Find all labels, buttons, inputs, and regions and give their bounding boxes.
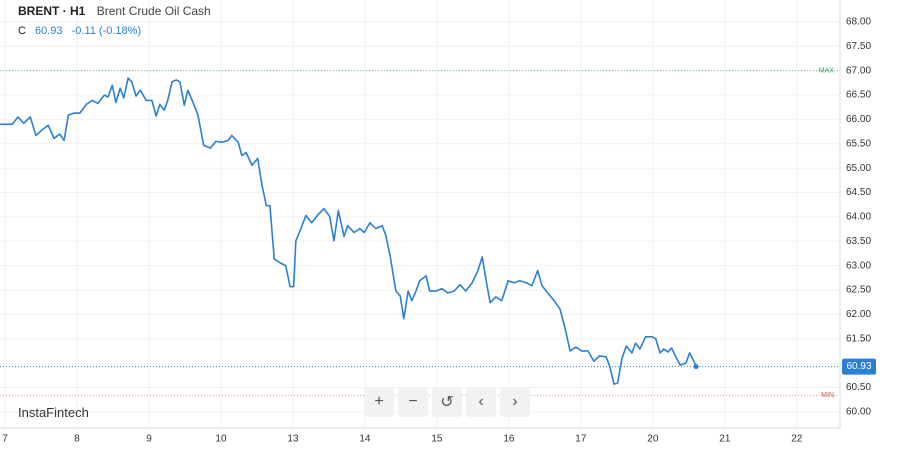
y-tick-label: 62.00 (846, 309, 871, 320)
close-value: 60.93 (35, 25, 63, 37)
quote-line: C 60.93 -0.11 (-0.18%) (18, 25, 141, 37)
y-tick-label: 67.00 (846, 65, 871, 76)
x-tick-label: 15 (431, 434, 443, 445)
x-tick-label: 17 (575, 434, 587, 445)
y-tick-label: 65.50 (846, 138, 871, 149)
toolbar: + − ↺ ‹ › (364, 387, 530, 417)
y-tick-label: 66.00 (846, 114, 871, 125)
x-tick-label: 14 (359, 434, 371, 445)
x-tick-label: 8 (74, 434, 80, 445)
y-tick-label: 66.50 (846, 90, 871, 101)
y-tick-label: 63.50 (846, 236, 871, 247)
y-tick-label: 64.00 (846, 212, 871, 223)
change: -0.11 (-0.18%) (71, 25, 142, 37)
reference-label: MAX (819, 68, 835, 75)
close-badge (842, 358, 876, 375)
close-prefix: C (18, 25, 26, 37)
y-tick-label: 65.00 (846, 163, 871, 174)
y-tick-label: 61.50 (846, 333, 871, 344)
price-line (0, 77, 697, 385)
zoom-out-button[interactable]: − (398, 387, 428, 417)
scroll-left-button[interactable]: ‹ (466, 387, 496, 417)
y-tick-label: 60.00 (846, 407, 871, 418)
y-tick-label: 67.50 (846, 41, 871, 52)
x-tick-label: 9 (146, 434, 152, 445)
header-line: BRENT · H1 Brent Crude Oil Cash (18, 4, 211, 18)
close-badge-label: 60.93 (846, 361, 871, 372)
symbol: BRENT · H1 (18, 4, 86, 18)
y-tick-label: 62.50 (846, 285, 871, 296)
scroll-right-button[interactable]: › (500, 387, 530, 417)
instrument-title: Brent Crude Oil Cash (96, 4, 211, 18)
zoom-in-button[interactable]: + (364, 387, 394, 417)
x-tick-label: 16 (503, 434, 515, 445)
x-tick-label: 22 (791, 434, 803, 445)
y-tick-label: 63.00 (846, 260, 871, 271)
reset-button[interactable]: ↺ (432, 387, 462, 417)
y-tick-label: 60.50 (846, 382, 871, 393)
x-tick-label: 13 (287, 434, 299, 445)
x-tick-label: 7 (2, 434, 8, 445)
y-tick-label: 68.00 (846, 17, 871, 28)
watermark: InstaFintech (18, 405, 89, 420)
y-tick-label: 64.50 (846, 187, 871, 198)
x-tick-label: 10 (215, 434, 227, 445)
x-tick-label: 21 (719, 434, 731, 445)
x-tick-label: 20 (647, 434, 659, 445)
reference-label: MIN (821, 392, 834, 399)
